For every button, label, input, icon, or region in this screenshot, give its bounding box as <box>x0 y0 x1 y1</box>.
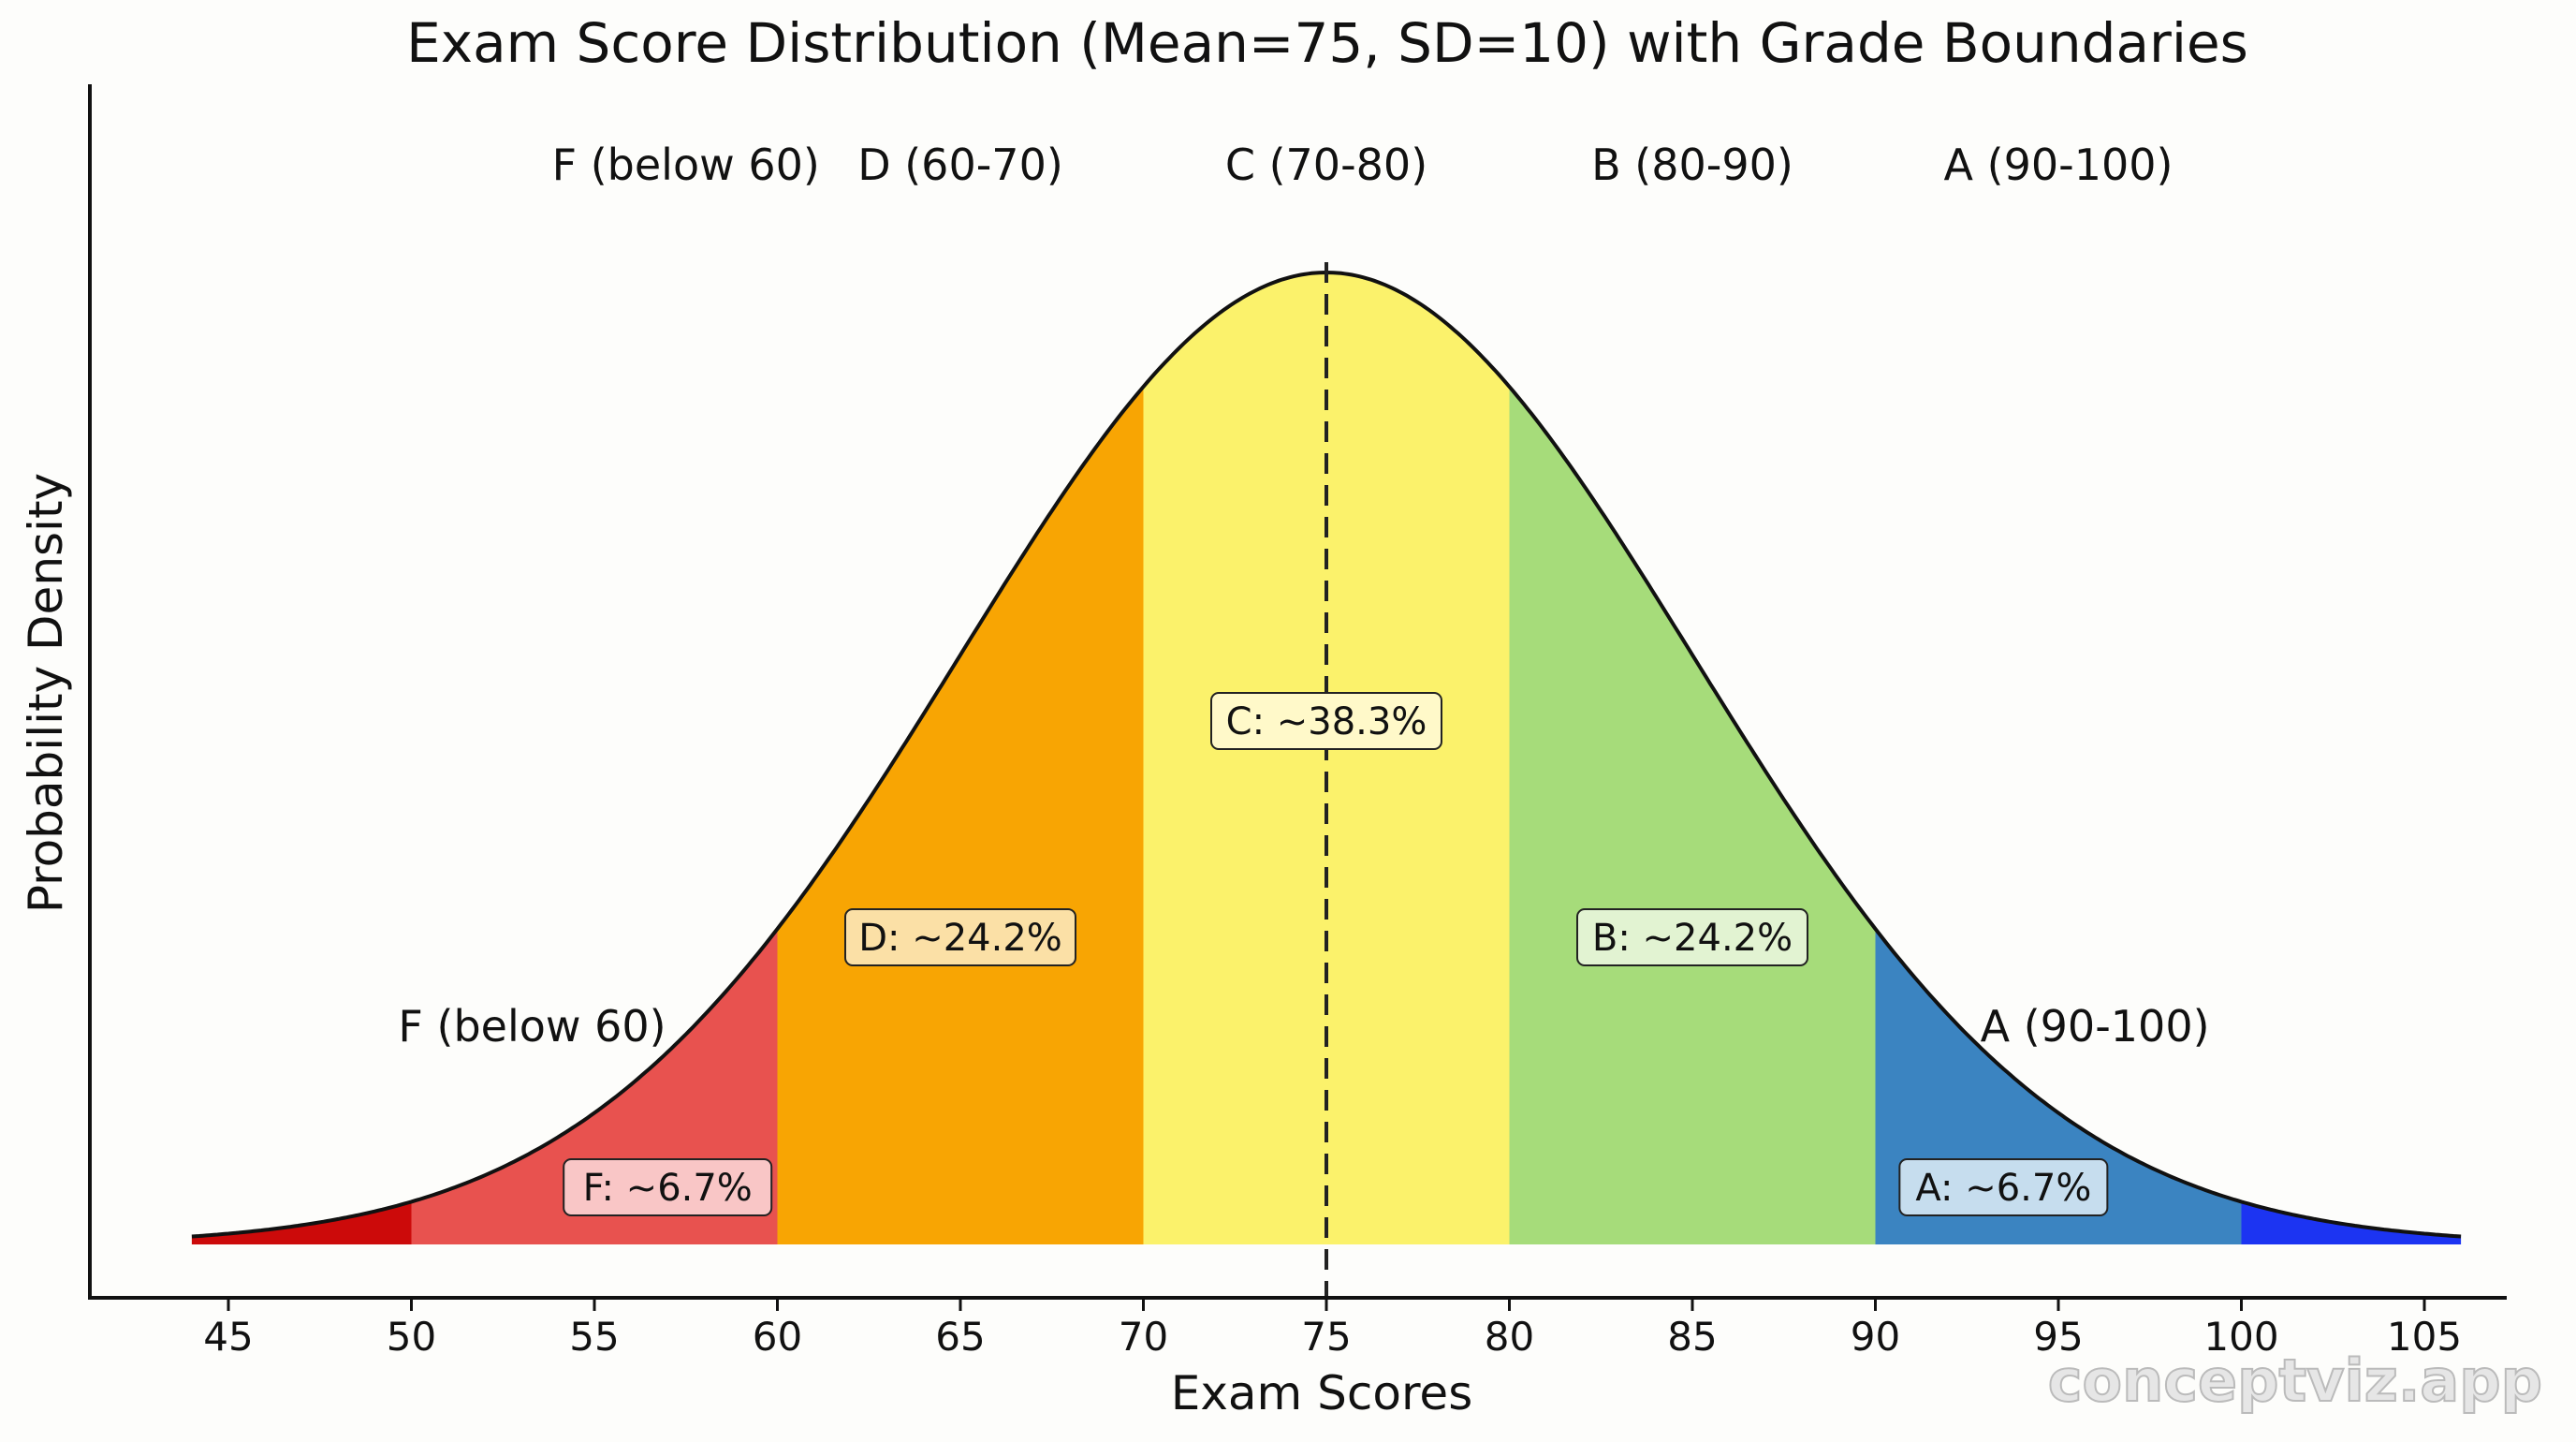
x-ticks: 45 50 55 60 65 70 75 80 85 90 95 100 105 <box>203 1298 2462 1360</box>
grade-label-top: B (80-90) <box>1591 140 1793 190</box>
watermark: conceptviz.app <box>2048 1346 2542 1415</box>
x-tick-label: 70 <box>1119 1314 1168 1360</box>
chart-title: Exam Score Distribution (Mean=75, SD=10)… <box>406 11 2248 75</box>
x-tick-label: 85 <box>1667 1314 1717 1360</box>
region-4 <box>1509 387 1876 1244</box>
x-tick-label: 75 <box>1301 1314 1351 1360</box>
region-0 <box>191 1201 412 1244</box>
percent-label-box <box>563 1158 773 1216</box>
x-tick-label: 55 <box>569 1314 619 1360</box>
percent-label-box <box>1898 1158 2109 1216</box>
x-tick-label: 45 <box>203 1314 253 1360</box>
region-2 <box>777 387 1144 1244</box>
grade-label-top: C (70-80) <box>1225 140 1427 190</box>
percent-label: C: ~38.3% <box>1226 700 1427 743</box>
percent-label: D: ~24.2% <box>858 917 1062 960</box>
region-6 <box>2241 1201 2462 1244</box>
annotations: F (below 60) D (60-70) C (70-80) B (80-90) A… <box>398 140 2210 1216</box>
x-tick-label: 65 <box>935 1314 985 1360</box>
grade-label-side: A (90-100) <box>1981 1001 2210 1052</box>
x-tick-label: 90 <box>1851 1314 1900 1360</box>
grade-label-top: D (60-70) <box>857 140 1063 190</box>
x-tick-label: 100 <box>2203 1314 2278 1360</box>
percent-label-box <box>1576 908 1808 966</box>
grade-label-top: A (90-100) <box>1944 140 2174 190</box>
x-tick-label: 60 <box>753 1314 802 1360</box>
grade-label-top: F (below 60) <box>552 140 820 190</box>
y-axis-label: Probability Density <box>19 473 73 913</box>
percent-label: F: ~6.7% <box>583 1167 753 1210</box>
percent-label-box <box>844 908 1076 966</box>
x-tick-label: 105 <box>2387 1314 2462 1360</box>
grade-label-side: F (below 60) <box>398 1001 666 1052</box>
x-tick-label: 50 <box>387 1314 436 1360</box>
x-axis-label: Exam Scores <box>1171 1366 1473 1420</box>
x-tick-label: 80 <box>1485 1314 1534 1360</box>
percent-label-box <box>1210 692 1442 750</box>
x-tick-label: 95 <box>2033 1314 2083 1360</box>
percent-label: B: ~24.2% <box>1592 917 1793 960</box>
percent-label: A: ~6.7% <box>1915 1167 2091 1210</box>
